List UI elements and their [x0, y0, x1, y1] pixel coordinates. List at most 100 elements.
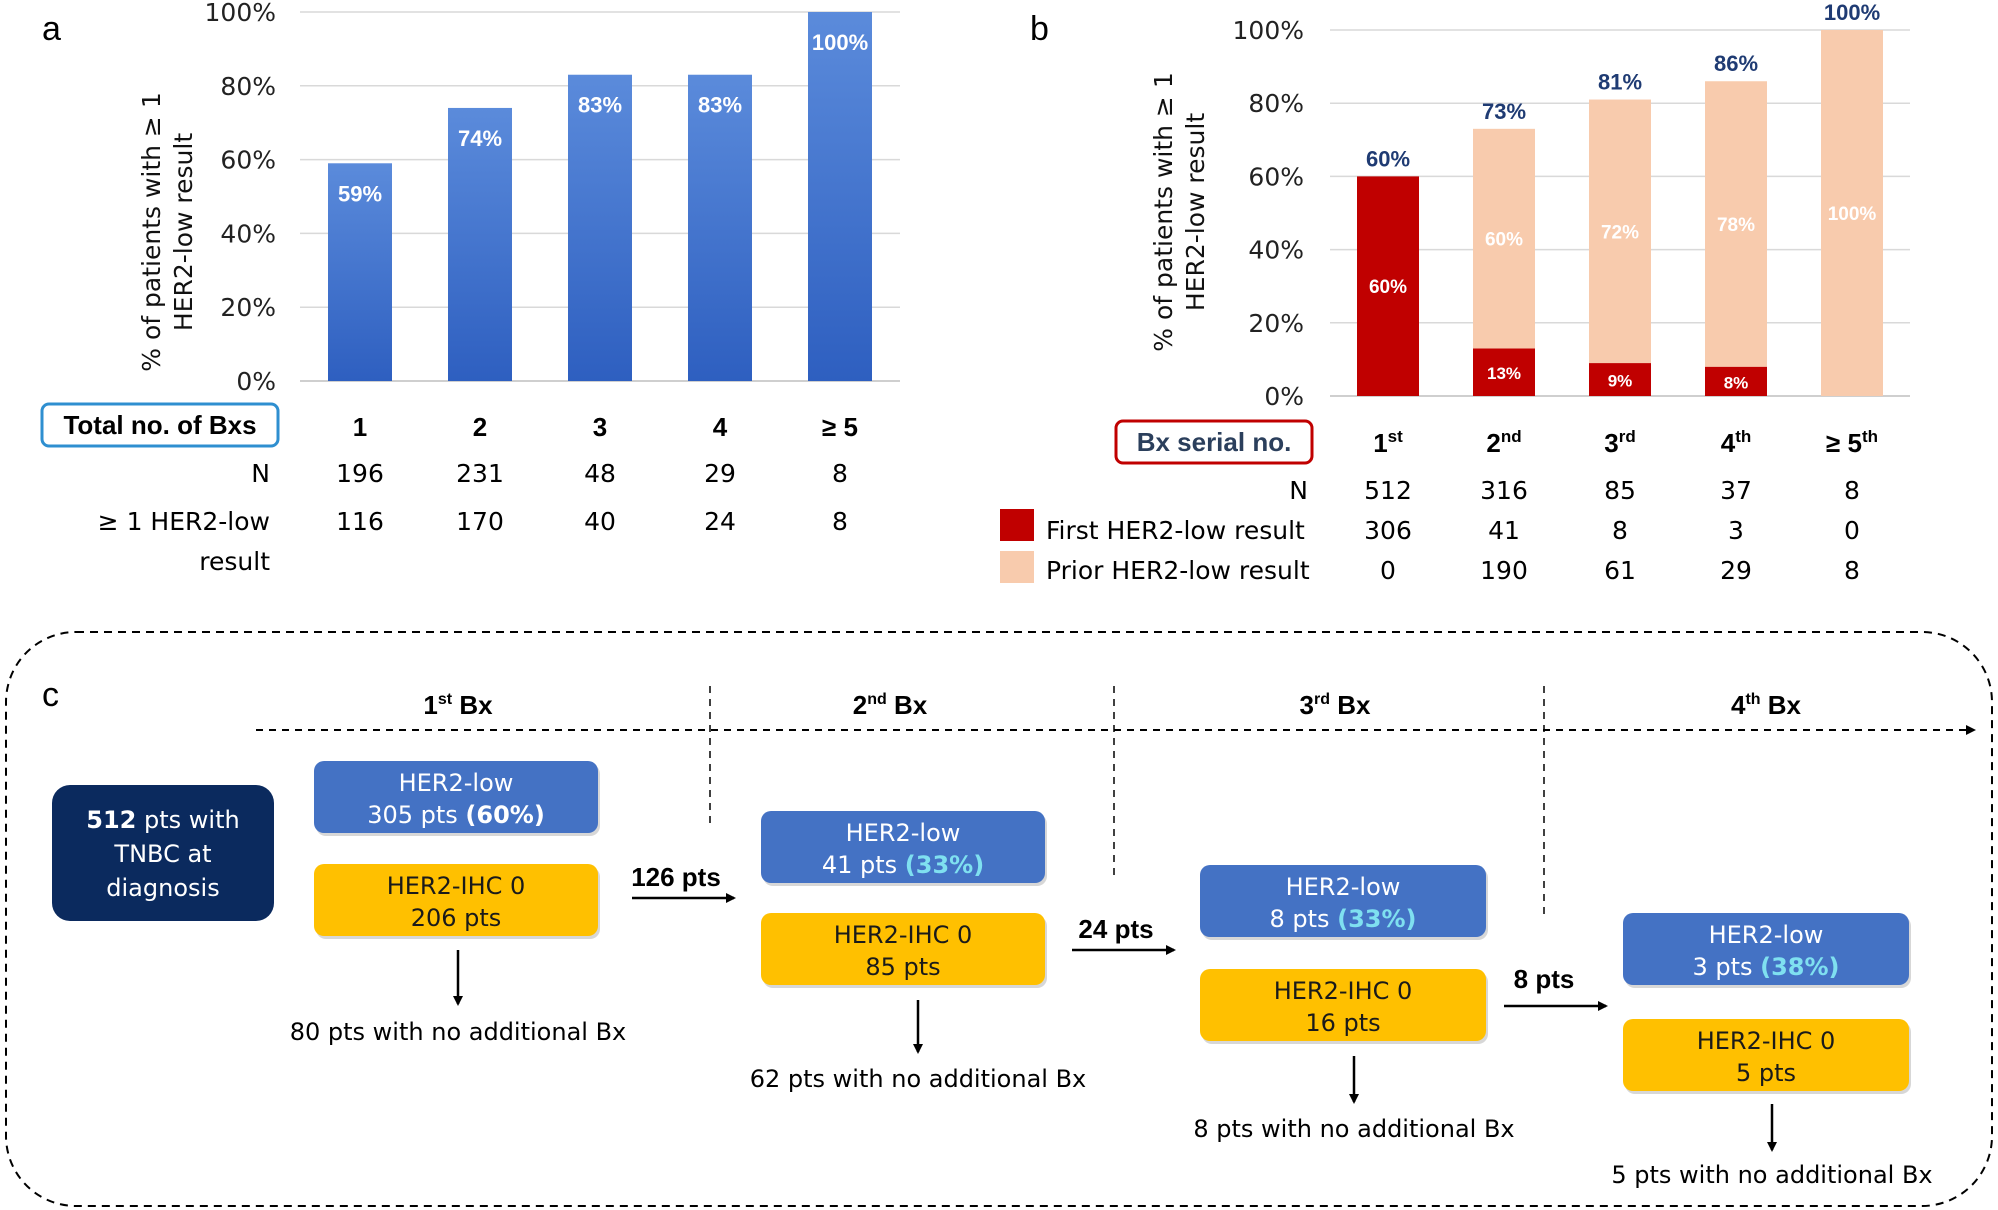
chart-a-x-label-box — [40, 402, 280, 448]
her2-ihc0-title: HER2-IHC 0 — [834, 921, 973, 949]
her2-ihc0-count: 85 pts — [865, 953, 940, 981]
chart-b-segment-label: 13% — [1487, 364, 1521, 383]
chart-a-data-label: 100% — [812, 30, 868, 55]
her2-low-box — [1623, 913, 1909, 985]
legend-swatch-prior — [1000, 551, 1034, 583]
her2-low-count-value: 41 pts — [822, 851, 905, 879]
chart-b-x-label-box — [1114, 419, 1314, 465]
chart-a-row-label: ≥ 1 HER2-low — [98, 507, 270, 536]
her2-low-title: HER2-low — [1709, 921, 1824, 949]
chart-b-table: N First HER2-low result Prior HER2-low res… — [1000, 476, 1860, 585]
timeline-label-base: 2 — [853, 690, 867, 720]
chart-a-y-tick-label: 80% — [220, 72, 276, 101]
chart-b-y-tick-label: 0% — [1264, 382, 1304, 411]
her2-ihc0-box — [314, 864, 598, 936]
chart-b-table-cell: 8 — [1844, 556, 1860, 585]
chart-b-table-cell: 85 — [1604, 476, 1636, 505]
chart-b-table-cell: 0 — [1844, 516, 1860, 545]
chart-b-table-cell: 306 — [1364, 516, 1412, 545]
chart-a-y-tick-label: 40% — [220, 219, 276, 248]
chart-a-bars: 59% 74% 83% 83% 100% — [328, 12, 872, 381]
chart-b-y-tick-label: 80% — [1248, 89, 1304, 118]
chart-b-bar-segment — [1589, 99, 1651, 364]
timeline-label: 1st Bx — [423, 690, 493, 720]
chart-b-category-label-base: ≥ 5 — [1826, 428, 1862, 458]
chart-b-x-label: Bx serial no. — [1137, 427, 1292, 457]
chart-b-bar-segment — [1589, 363, 1651, 396]
chart-b-category-label-sup: th — [1862, 427, 1878, 446]
chart-b-segment-label: 60% — [1369, 277, 1407, 298]
timeline-label-rest: Bx — [1330, 690, 1371, 720]
chart-b: 0% 20% 40% 60% 80% 100% % of patients with ≥ … — [1000, 0, 1910, 585]
her2-low-box — [761, 811, 1045, 883]
chart-a-category-label: 3 — [593, 412, 607, 442]
chart-a-category-label: 4 — [713, 412, 728, 442]
timeline-label-sup: th — [1745, 691, 1760, 708]
chart-a-table-cell: 8 — [832, 459, 848, 488]
chart-b-segment-label: 9% — [1608, 372, 1633, 391]
panel-a-letter: a — [42, 10, 61, 48]
chart-b-table-cell: 41 — [1488, 516, 1520, 545]
her2-ihc0-title: HER2-IHC 0 — [387, 872, 526, 900]
chart-b-row-label: N — [1289, 476, 1308, 505]
her2-low-percent: (33%) — [1337, 905, 1416, 933]
chart-b-category-label: 1st — [1373, 427, 1403, 458]
chart-b-category-label: 3rd — [1604, 427, 1635, 458]
chart-b-segment-label: 60% — [1485, 230, 1523, 251]
chart-a-category-label: ≥ 5 — [822, 412, 858, 442]
chart-a-data-label: 74% — [458, 126, 502, 151]
chart-b-y-tick-label: 60% — [1248, 162, 1304, 191]
her2-ihc0-count: 5 pts — [1736, 1059, 1796, 1087]
her2-low-percent: (60%) — [465, 801, 544, 829]
her2-ihc0-box — [761, 913, 1045, 985]
no-additional-bx-label: 80 pts with no additional Bx — [290, 1018, 627, 1046]
her2-low-percent: (38%) — [1760, 953, 1839, 981]
her2-low-title: HER2-low — [846, 819, 961, 847]
chart-b-bar-segment — [1473, 348, 1535, 396]
timeline-label-sup: rd — [1314, 691, 1330, 708]
her2-low-count: 3 pts (38%) — [1692, 953, 1839, 981]
chart-b-category-label-base: 3 — [1604, 428, 1618, 458]
her2-low-title: HER2-low — [399, 769, 514, 797]
chart-b-table-cell: 37 — [1720, 476, 1752, 505]
chart-a-bar — [808, 12, 872, 381]
chart-a-table-cell: 8 — [832, 507, 848, 536]
her2-low-count: 41 pts (33%) — [822, 851, 984, 879]
timeline-label-rest: Bx — [887, 690, 928, 720]
chart-b-category-label: 4th — [1721, 427, 1752, 458]
no-additional-bx-label: 5 pts with no additional Bx — [1611, 1161, 1932, 1189]
transfer-label: 8 pts — [1514, 964, 1575, 994]
chart-a-row-label: N — [251, 459, 270, 488]
chart-b-segment-label: 8% — [1724, 373, 1749, 392]
start-count: 512 — [86, 806, 136, 834]
start-line1: 512 pts with — [86, 806, 239, 834]
legend-label-prior: Prior HER2-low result — [1046, 556, 1310, 585]
chart-b-table-cell: 8 — [1844, 476, 1860, 505]
chart-b-bar-segment — [1357, 176, 1419, 396]
chart-a-table-cell: 48 — [584, 459, 616, 488]
chart-a-y-tick-label: 20% — [220, 293, 276, 322]
timeline-label-rest: Bx — [452, 690, 493, 720]
her2-ihc0-count: 206 pts — [411, 904, 502, 932]
her2-ihc0-box — [1200, 969, 1486, 1041]
chart-b-y-label-line1: % of patients with ≥ 1 — [1149, 72, 1178, 351]
timeline-label-sup: nd — [867, 691, 887, 708]
chart-b-bar-segment — [1821, 30, 1883, 396]
timeline-label: 3rd Bx — [1300, 690, 1371, 720]
start-box — [52, 785, 274, 921]
her2-ihc0-count: 16 pts — [1305, 1009, 1380, 1037]
chart-b-category-label: ≥ 5th — [1826, 427, 1878, 458]
chart-b-table-cell: 512 — [1364, 476, 1412, 505]
panel-b-letter: b — [1030, 10, 1049, 48]
chart-b-y-label-line2: HER2-low result — [1181, 113, 1210, 311]
her2-ihc0-title: HER2-IHC 0 — [1697, 1027, 1836, 1055]
chart-a-bar — [568, 74, 632, 381]
chart-b-total-label: 86% — [1714, 51, 1758, 76]
chart-a-data-label: 59% — [338, 181, 382, 206]
start-line1-rest: pts with — [136, 806, 239, 834]
chart-b-table-cell: 29 — [1720, 556, 1752, 585]
chart-a-category-label: 1 — [353, 412, 367, 442]
chart-a-y-tick-label: 60% — [220, 146, 276, 175]
no-additional-bx-label: 62 pts with no additional Bx — [750, 1065, 1087, 1093]
